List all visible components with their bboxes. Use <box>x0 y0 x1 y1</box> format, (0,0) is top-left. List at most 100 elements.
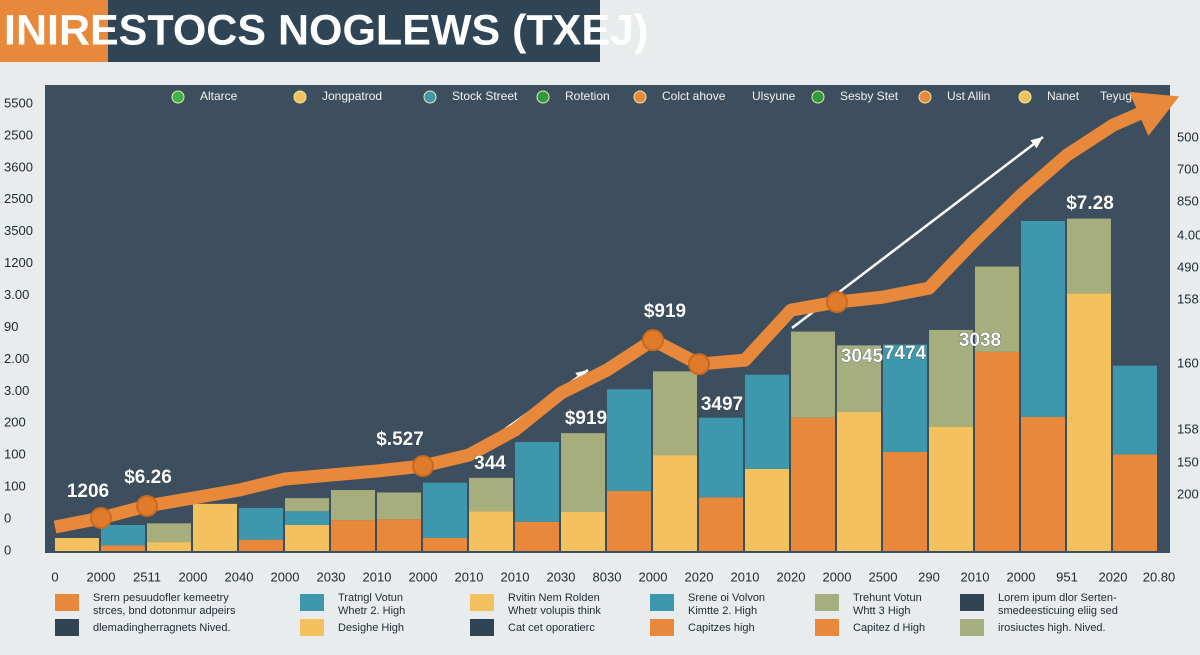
legend-label: Ulsyune <box>752 89 796 103</box>
bar-segment <box>239 507 283 540</box>
legend-label: Stock Street <box>452 89 518 103</box>
note-text: Srene oi Volvon <box>688 592 765 604</box>
y2-axis-label: 160 <box>1177 355 1199 370</box>
bar-segment <box>101 545 145 551</box>
x-tick-label: 0 <box>51 569 58 584</box>
data-annotation: $919 <box>644 301 686 322</box>
note-text: Rvitin Nem Rolden <box>508 592 600 604</box>
note-swatch <box>960 594 984 611</box>
trend-point <box>90 507 112 530</box>
bar-segment <box>975 351 1019 551</box>
title-banner <box>108 0 600 62</box>
x-tick-label: 2010 <box>501 569 530 584</box>
bar-segment <box>653 455 697 551</box>
data-annotation: $.527 <box>376 429 424 450</box>
trend-arrowhead <box>1129 91 1180 136</box>
trend-point <box>136 494 158 517</box>
x-tick-label: 2000 <box>271 569 300 584</box>
bar-segment <box>791 331 835 418</box>
bar-segment <box>607 389 651 491</box>
bar-segment <box>837 412 881 551</box>
legend-label: Rotetion <box>565 89 610 103</box>
note-swatch <box>650 594 674 611</box>
y-axis-label: 5500 <box>4 95 33 110</box>
note-swatch <box>470 619 494 636</box>
x-tick-label: 2511 <box>133 569 161 584</box>
y-axis-label: 90 <box>4 319 18 334</box>
note-text: Whetr volupis think <box>508 605 601 617</box>
x-tick-label: 2000 <box>179 569 208 584</box>
bar-segment <box>147 542 191 551</box>
note-text: Desighe High <box>338 622 404 634</box>
x-tick-label: 2000 <box>1007 569 1036 584</box>
y2-axis-label: 158 <box>1177 291 1199 306</box>
x-tick-label: 2500 <box>869 569 898 584</box>
legend-swatch <box>293 90 307 104</box>
bar-segment <box>1113 454 1157 551</box>
note-swatch <box>650 619 674 636</box>
legend-swatch <box>633 90 647 104</box>
x-tick-label: 2010 <box>961 569 990 584</box>
legend-label: Ust Allin <box>947 89 990 103</box>
x-tick-label: 8030 <box>593 569 622 584</box>
y2-axis-label: 500 <box>1177 129 1199 144</box>
legend-swatch <box>536 90 550 104</box>
y-axis-label: 2500 <box>4 127 33 142</box>
y-axis-label: 2500 <box>4 191 33 206</box>
bar-segment <box>285 511 329 525</box>
y-axis-label: 2.00 <box>4 351 29 366</box>
y-axis-label: 100 <box>4 479 26 494</box>
title-accent <box>0 0 108 62</box>
data-annotation: 344 <box>474 453 506 474</box>
legend-swatch <box>811 90 825 104</box>
chart-title: INIRESTOCS NOGLEWS (TXEJ) <box>4 6 648 54</box>
bar-segment <box>699 497 743 551</box>
y-axis-label: 3600 <box>4 159 33 174</box>
note-swatch <box>815 594 839 611</box>
data-annotation: 7474 <box>884 343 927 364</box>
trend-line <box>53 99 1162 534</box>
bar-segment <box>239 539 283 551</box>
y2-axis-label: 850 <box>1177 193 1199 208</box>
data-annotation: 3045 <box>841 346 884 367</box>
data-annotation: $6.26 <box>124 467 172 488</box>
note-swatch <box>470 594 494 611</box>
bar-segment <box>1067 218 1111 294</box>
legend-label: Colct ahove <box>662 89 726 103</box>
bar-segment <box>193 503 237 551</box>
bar-segment <box>745 468 789 551</box>
bar-segment <box>147 523 191 543</box>
bar-segment <box>929 426 973 551</box>
y-axis-label: 200 <box>4 415 26 430</box>
bar-segment <box>607 490 651 551</box>
note-text: irosiuctes high. Nived. <box>998 622 1106 634</box>
x-tick-label: 2010 <box>455 569 484 584</box>
y-axis-label: 0 <box>4 511 11 526</box>
x-tick-label: 951 <box>1056 569 1078 584</box>
bar-segment <box>929 329 973 427</box>
note-swatch <box>55 594 79 611</box>
data-annotation: 3497 <box>701 394 743 415</box>
bar-segment <box>699 417 743 498</box>
x-tick-label: 2010 <box>363 569 392 584</box>
legend-swatch <box>423 90 437 104</box>
bar-segment <box>1021 416 1065 551</box>
note-swatch <box>300 619 324 636</box>
x-tick-label: 2000 <box>409 569 438 584</box>
note-text: dlemadingherragnets Nived. <box>93 622 231 634</box>
bar-segment <box>423 537 467 551</box>
bar-segment <box>561 433 605 512</box>
bar-segment <box>331 490 375 521</box>
trend-point <box>412 454 434 477</box>
bar-segment <box>745 374 789 469</box>
y-axis-label: 3.00 <box>4 383 29 398</box>
bar-segment <box>331 520 375 551</box>
note-text: Whetr 2. High <box>338 605 405 617</box>
legend-label: Sesby Stet <box>840 89 899 103</box>
data-annotation: 1206 <box>67 481 109 502</box>
legend-label: Altarce <box>200 89 238 103</box>
note-swatch <box>55 619 79 636</box>
bar-segment <box>469 511 513 551</box>
bar-segment <box>515 521 559 551</box>
